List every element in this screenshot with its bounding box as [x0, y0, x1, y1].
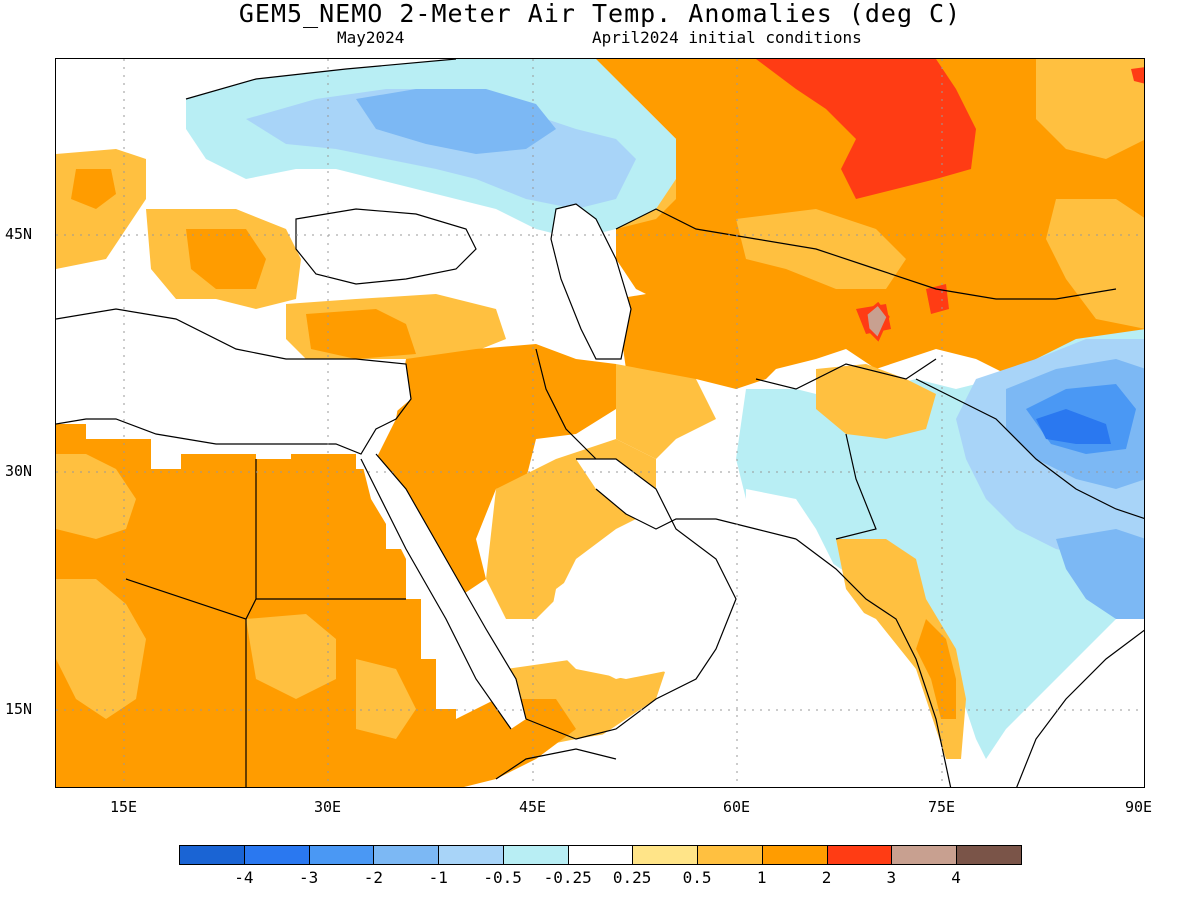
lon-label-15e: 15E [110, 798, 138, 816]
colorbar-tick-label: 1 [756, 868, 767, 887]
colorbar-swatch [891, 845, 958, 865]
anomaly-mongolia-light [1046, 199, 1144, 329]
lon-label-60e: 60E [723, 798, 751, 816]
coast-red-sea-west [360, 458, 512, 730]
anomaly-africa-light-3 [246, 614, 336, 699]
colorbar-swatch [632, 845, 699, 865]
lon-label-90e: 90E [1125, 798, 1153, 816]
border-iran-iraq [535, 348, 597, 460]
colorbar-swatch [761, 845, 828, 865]
anomaly-bengal-blue [1056, 529, 1144, 619]
caspian-sea [551, 204, 631, 359]
anomaly-east-light [1036, 59, 1144, 159]
border-chad [125, 578, 247, 787]
colorbar-tick-label: -4 [234, 868, 254, 887]
colorbar-swatch [438, 845, 504, 865]
coast-caspian [550, 203, 632, 360]
coast-red-sea-east [375, 453, 527, 720]
colorbar-tick-label: 0.25 [612, 868, 652, 887]
colorbar-tick-label: 3 [886, 868, 897, 887]
anomaly-afghanistan-light [816, 364, 936, 439]
colorbar-tick-label: -1 [428, 868, 448, 887]
anomaly-map [55, 58, 1145, 788]
lat-label-30n: 30N [5, 462, 33, 480]
anomaly-russia-blue-dark [356, 89, 556, 154]
chart-title: GEM5_NEMO 2-Meter Air Temp. Anomalies (d… [238, 0, 962, 28]
anomaly-africa-light-4 [356, 659, 416, 739]
colorbar-tick-label: -3 [299, 868, 319, 887]
map-canvas [56, 59, 1144, 787]
lon-label-75e: 75E [928, 798, 956, 816]
coast-iran [595, 488, 797, 540]
anomaly-iran-light [616, 364, 716, 459]
anomaly-tibet-blue-darkest [1036, 409, 1111, 444]
border-russia [185, 59, 457, 100]
colorbar-swatch [179, 845, 245, 865]
coast-india-east [1016, 629, 1144, 787]
colorbar-swatch [373, 845, 440, 865]
colorbar-swatch [567, 845, 634, 865]
black-sea [296, 209, 476, 284]
mediterranean-sea [56, 309, 411, 444]
coastlines [56, 59, 1144, 787]
coast-india [795, 538, 952, 787]
colorbar-swatch [308, 845, 375, 865]
anomaly-siberia-red [756, 59, 976, 199]
colorbar-tick-label: 4 [951, 868, 961, 887]
colorbar-tick-label: 2 [821, 868, 832, 887]
anomaly-pamir-brown [864, 301, 890, 342]
anomaly-balkans-orange [186, 229, 266, 289]
bay-of-bengal [1016, 630, 1144, 787]
coast-mediterranean [56, 308, 412, 455]
coast-arabia [525, 458, 737, 740]
anomaly-turkey-orange [306, 309, 416, 359]
anomaly-india-west-orange [916, 619, 956, 719]
border-india-pak [835, 433, 877, 540]
colorbar-swatch [502, 845, 569, 865]
colorbar-swatch [697, 845, 763, 865]
red-sea [361, 454, 526, 729]
colorbar-tick-label: -0.25 [543, 868, 592, 887]
coast-africa-horn [495, 748, 617, 780]
arabian-sea [498, 599, 956, 787]
border-kazakh [615, 208, 1117, 300]
colorbar-swatch [243, 845, 310, 865]
lon-label-45e: 45E [519, 798, 547, 816]
colorbar-tick-label: -0.5 [483, 868, 522, 887]
lat-label-15n: 15N [5, 700, 33, 718]
anomaly-red-small-1 [1131, 67, 1144, 84]
colorbar-tick-label: -2 [363, 868, 384, 887]
anomaly-africa-light-1 [56, 454, 136, 539]
initial-conditions-label: April2024 initial conditions [592, 28, 862, 47]
colorbar-swatch [956, 845, 1022, 865]
anomaly-red-small-3 [926, 284, 949, 314]
border-afghan [755, 358, 937, 390]
lat-label-45n: 45N [5, 225, 33, 243]
anomaly-yemen-orange [456, 699, 576, 787]
border-himalaya [915, 378, 1144, 519]
lon-label-30e: 30E [314, 798, 342, 816]
colorbar [179, 845, 1022, 867]
colorbar-tick-label: 0.5 [682, 868, 712, 887]
coast-black-sea [295, 208, 477, 285]
colorbar-swatch [826, 845, 893, 865]
persian-gulf [576, 459, 676, 529]
anomaly-europe-west-orange [71, 169, 116, 209]
valid-month-label: May2024 [337, 28, 405, 47]
anomaly-india-west-light [836, 539, 966, 759]
anomaly-central-asia-light-2 [736, 209, 906, 289]
gridlines [56, 59, 1144, 787]
